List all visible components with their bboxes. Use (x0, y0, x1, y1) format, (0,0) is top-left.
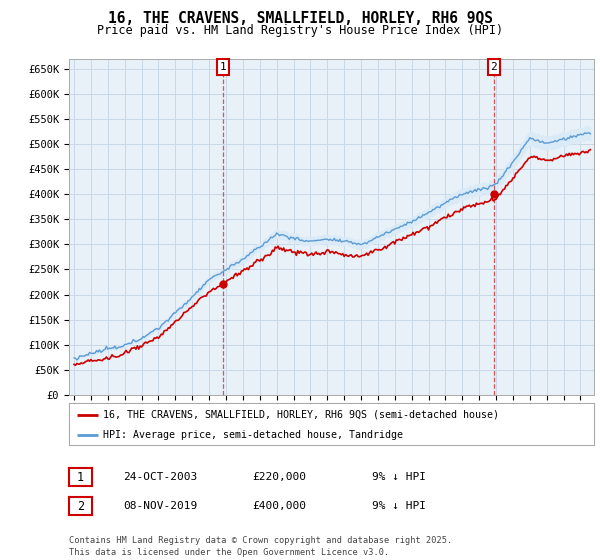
Text: Contains HM Land Registry data © Crown copyright and database right 2025.
This d: Contains HM Land Registry data © Crown c… (69, 536, 452, 557)
Text: 9% ↓ HPI: 9% ↓ HPI (372, 501, 426, 511)
Text: 1: 1 (220, 62, 226, 72)
Text: 24-OCT-2003: 24-OCT-2003 (123, 472, 197, 482)
Text: 2: 2 (490, 62, 497, 72)
Text: HPI: Average price, semi-detached house, Tandridge: HPI: Average price, semi-detached house,… (103, 430, 403, 440)
Text: 2: 2 (77, 500, 84, 513)
Text: 9% ↓ HPI: 9% ↓ HPI (372, 472, 426, 482)
Text: 08-NOV-2019: 08-NOV-2019 (123, 501, 197, 511)
Text: 16, THE CRAVENS, SMALLFIELD, HORLEY, RH6 9QS: 16, THE CRAVENS, SMALLFIELD, HORLEY, RH6… (107, 11, 493, 26)
Text: Price paid vs. HM Land Registry's House Price Index (HPI): Price paid vs. HM Land Registry's House … (97, 24, 503, 36)
Text: £400,000: £400,000 (252, 501, 306, 511)
Text: 16, THE CRAVENS, SMALLFIELD, HORLEY, RH6 9QS (semi-detached house): 16, THE CRAVENS, SMALLFIELD, HORLEY, RH6… (103, 410, 499, 420)
Text: 1: 1 (77, 470, 84, 484)
Text: £220,000: £220,000 (252, 472, 306, 482)
